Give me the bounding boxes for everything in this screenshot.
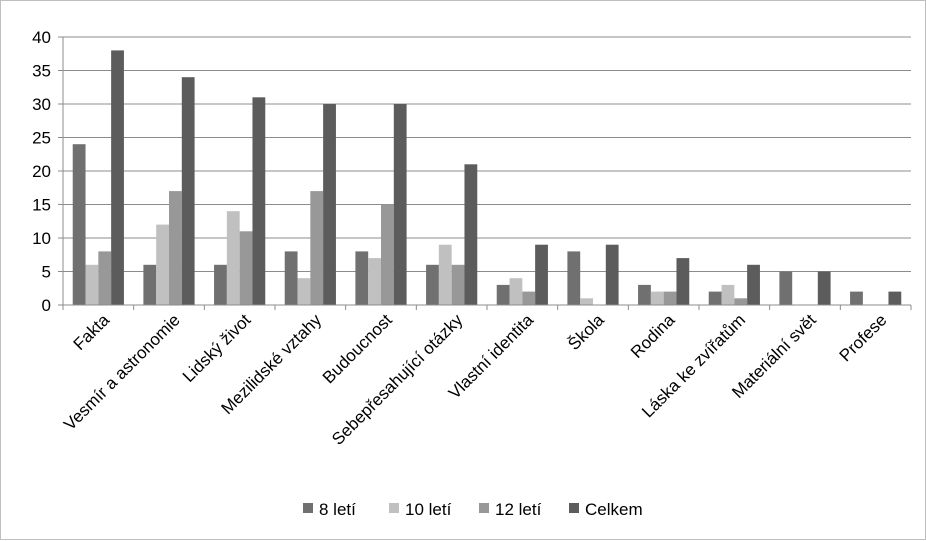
legend-swatch: [569, 503, 579, 513]
bar: [310, 191, 324, 305]
bar: [111, 50, 124, 306]
bar: [605, 244, 619, 305]
bars: [72, 50, 902, 306]
bar: [239, 231, 253, 305]
legend-label: 8 letí: [319, 500, 356, 519]
y-tick-label: 0: [42, 296, 51, 315]
bar: [464, 164, 478, 305]
bar: [817, 271, 831, 305]
bar: [535, 244, 548, 305]
bar: [734, 298, 748, 305]
bar: [676, 258, 690, 305]
bar: [850, 291, 863, 305]
y-tick-labels: 0 5 10 15 20 25 30 35 40: [32, 28, 51, 315]
category-label: Vesmír a astronomie: [60, 310, 184, 434]
bar: [708, 291, 722, 305]
bar: [323, 104, 336, 305]
bar: [663, 291, 677, 305]
bar: [567, 251, 581, 305]
legend: 8 letí 10 letí 12 letí Celkem: [303, 500, 643, 519]
bar: [297, 278, 311, 305]
bar: [721, 284, 735, 305]
bar: [169, 191, 182, 305]
y-tick-label: 30: [32, 95, 51, 114]
bar: [143, 264, 157, 305]
bar: [438, 244, 452, 305]
gridlines: [58, 36, 911, 306]
bar: [368, 258, 381, 305]
bar: [451, 264, 465, 305]
legend-label: 12 letí: [495, 500, 542, 519]
bar: [156, 224, 169, 305]
category-label: Budoucnost: [319, 310, 396, 387]
bar: [888, 291, 902, 305]
bar: [496, 284, 510, 305]
bar: [214, 264, 227, 305]
y-tick-label: 5: [42, 263, 51, 282]
legend-swatch: [303, 503, 313, 513]
bar: [98, 251, 112, 305]
bar: [393, 104, 407, 305]
bar: [85, 264, 99, 305]
category-label: Škola: [564, 310, 608, 354]
y-tick-label: 10: [32, 229, 51, 248]
bar: [252, 97, 266, 305]
bar: [638, 284, 651, 305]
axes: [62, 37, 912, 310]
legend-label: Celkem: [585, 500, 643, 519]
bar: [381, 204, 394, 305]
y-tick-label: 20: [32, 162, 51, 181]
y-tick-label: 40: [32, 28, 51, 47]
bar: [284, 251, 298, 305]
category-label: Lidský život: [179, 310, 255, 386]
bar: [650, 291, 664, 305]
category-label: Rodina: [627, 310, 679, 362]
bar: [509, 278, 523, 305]
bar: [779, 271, 793, 305]
y-tick-label: 35: [32, 62, 51, 81]
category-label: Sebepřesahující otázky: [328, 310, 467, 449]
bar: [72, 144, 86, 305]
bar: [580, 298, 593, 305]
category-label: Profese: [836, 310, 891, 365]
bar: [181, 77, 195, 305]
legend-swatch: [479, 503, 489, 513]
y-tick-label: 15: [32, 196, 51, 215]
y-tick-label: 25: [32, 129, 51, 148]
legend-swatch: [389, 503, 399, 513]
bar: [522, 291, 536, 305]
bar: [747, 264, 760, 305]
bar: [355, 251, 369, 305]
category-label: Fakta: [70, 310, 114, 354]
bar: [426, 264, 439, 305]
legend-label: 10 letí: [405, 500, 452, 519]
bar: [226, 211, 240, 305]
